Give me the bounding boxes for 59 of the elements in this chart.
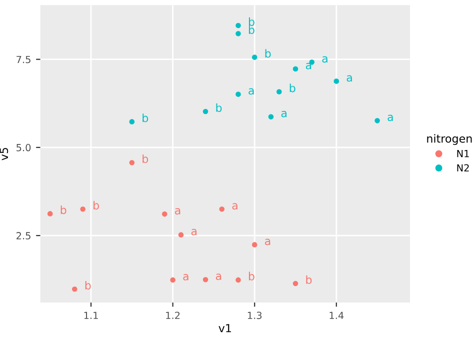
x-tick-label: 1.4 — [330, 312, 344, 319]
y-axis-title: v5 — [0, 148, 8, 160]
data-label: b — [248, 25, 254, 34]
point — [72, 286, 78, 292]
point — [162, 211, 168, 217]
point — [292, 280, 298, 286]
data-label: a — [306, 62, 312, 70]
x-axis-title: v1 — [218, 324, 231, 332]
data-label: b — [306, 275, 312, 284]
point — [219, 206, 225, 212]
point — [252, 54, 258, 60]
x-tick-label: 1.1 — [84, 312, 98, 319]
data-label: b — [142, 114, 148, 122]
point — [334, 78, 340, 84]
data-label: a — [264, 238, 270, 246]
x-tick-label: 1.2 — [166, 312, 180, 319]
data-label: b — [60, 206, 66, 214]
data-label: b — [94, 200, 99, 210]
data-label: b — [265, 49, 271, 58]
legend-label: N2 — [457, 164, 469, 172]
data-label: a — [281, 110, 286, 118]
data-label: b — [142, 154, 148, 164]
data-label: b — [248, 17, 254, 26]
point — [202, 108, 208, 114]
point — [80, 206, 86, 212]
point — [236, 92, 241, 97]
data-label: a — [388, 114, 393, 122]
point — [236, 277, 241, 283]
data-label: b — [248, 272, 254, 280]
data-label: a — [322, 56, 328, 63]
y-tick-label: 5.0 — [16, 144, 31, 152]
point — [47, 211, 53, 216]
y-tick-label: 7.5 — [16, 56, 30, 64]
data-label: a — [175, 208, 180, 214]
data-label: b — [216, 103, 222, 112]
data-label: b — [85, 280, 91, 290]
point — [236, 30, 241, 36]
x-tick-label: 1.3 — [248, 312, 262, 320]
data-label: a — [232, 203, 238, 210]
point — [170, 277, 176, 283]
point — [252, 242, 258, 248]
point — [178, 232, 184, 238]
point — [292, 66, 298, 72]
point — [268, 114, 274, 120]
point — [129, 119, 135, 124]
point — [374, 118, 380, 124]
point — [236, 22, 241, 28]
data-label: b — [290, 84, 296, 92]
data-label: a — [183, 274, 188, 280]
point — [129, 160, 135, 166]
point — [276, 89, 282, 94]
legend-label: N1 — [457, 150, 469, 158]
legend-title: nitrogen — [427, 134, 472, 145]
data-label: a — [248, 88, 254, 95]
y-tick-label: 2.5 — [16, 232, 30, 240]
data-label: a — [191, 228, 197, 236]
data-label: a — [216, 274, 222, 280]
point — [202, 276, 208, 282]
data-label: a — [346, 75, 352, 82]
